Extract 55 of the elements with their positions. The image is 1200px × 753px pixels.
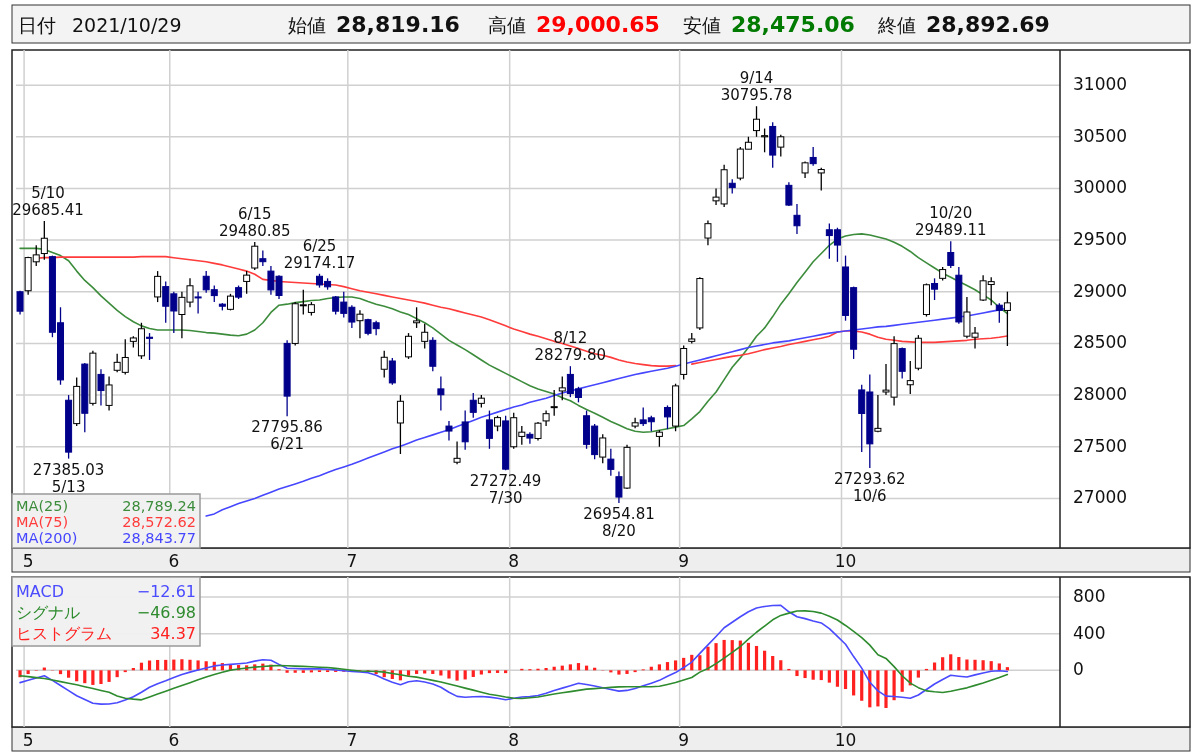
series-label: ヒストグラム xyxy=(16,623,112,643)
text: 安値 xyxy=(683,14,721,36)
y-tick-label: 30500 xyxy=(1073,125,1128,146)
y-tick-label: 29500 xyxy=(1073,229,1128,250)
text: 28,892.69 xyxy=(926,12,1050,37)
y-tick-label: 28000 xyxy=(1073,384,1128,405)
x-tick-label: 6 xyxy=(168,551,180,571)
y-tick-label: 31000 xyxy=(1073,74,1128,95)
x-tick-label: 10 xyxy=(834,551,857,571)
x-tick-label: 10 xyxy=(834,730,857,750)
annotation: 27795.86 6/21 xyxy=(251,418,323,454)
text: MA(75) xyxy=(16,514,69,530)
x-tick-label: 7 xyxy=(346,551,358,571)
annotation: 9/14 30795.78 xyxy=(720,69,793,105)
text: MA(200) xyxy=(16,530,78,546)
text: MACD xyxy=(16,581,64,601)
text: シグナル xyxy=(16,602,80,622)
text: 28,819.16 xyxy=(336,12,460,37)
annotation: 10/20 29489.11 xyxy=(914,204,987,240)
y-tick-label: 800 xyxy=(1073,586,1106,607)
x-tick-label: 9 xyxy=(678,730,690,750)
annotation: 5/10 29685.41 xyxy=(12,183,84,219)
text: 高値 xyxy=(488,14,526,36)
annotation: −12.61 xyxy=(136,581,196,601)
x-tick-label: 5 xyxy=(22,551,34,571)
annotation: 28,843.77 xyxy=(122,530,196,546)
text: 29,000.65 xyxy=(536,12,660,37)
x-tick-label: 8 xyxy=(508,730,520,750)
y-tick-label: 27000 xyxy=(1073,487,1128,508)
x-tick-label: 5 xyxy=(22,730,34,750)
annotation: 27385.03 5/13 xyxy=(32,460,105,496)
y-tick-label: 0 xyxy=(1073,659,1084,680)
text: 2021/10/29 xyxy=(72,14,182,36)
text: MA(25) xyxy=(16,498,69,514)
text: 始値 xyxy=(288,14,326,36)
annotation: 8/12 28279.80 xyxy=(534,329,607,365)
y-tick-label: 400 xyxy=(1073,622,1106,643)
y-tick-label: 28500 xyxy=(1073,332,1128,353)
x-tick-label: 6 xyxy=(168,730,180,750)
annotation: 27272.49 7/30 xyxy=(469,472,542,508)
text: 日付 xyxy=(18,14,56,36)
annotation: 34.37 xyxy=(150,623,196,643)
annotation: −46.98 xyxy=(136,602,196,622)
annotation: 26954.81 8/20 xyxy=(583,505,655,541)
annotation: 28,789.24 xyxy=(122,498,196,514)
x-tick-label: 8 xyxy=(508,551,520,571)
y-tick-label: 27500 xyxy=(1073,435,1128,456)
annotation: 27293.62 10/6 xyxy=(834,470,906,506)
text: 28,475.06 xyxy=(731,12,855,37)
y-tick-label: 30000 xyxy=(1073,177,1128,198)
annotation: 28,572.62 xyxy=(122,514,196,530)
y-tick-label: 29000 xyxy=(1073,280,1128,301)
x-tick-label: 9 xyxy=(678,551,690,571)
text: 終値 xyxy=(877,14,916,36)
x-tick-label: 7 xyxy=(346,730,358,750)
